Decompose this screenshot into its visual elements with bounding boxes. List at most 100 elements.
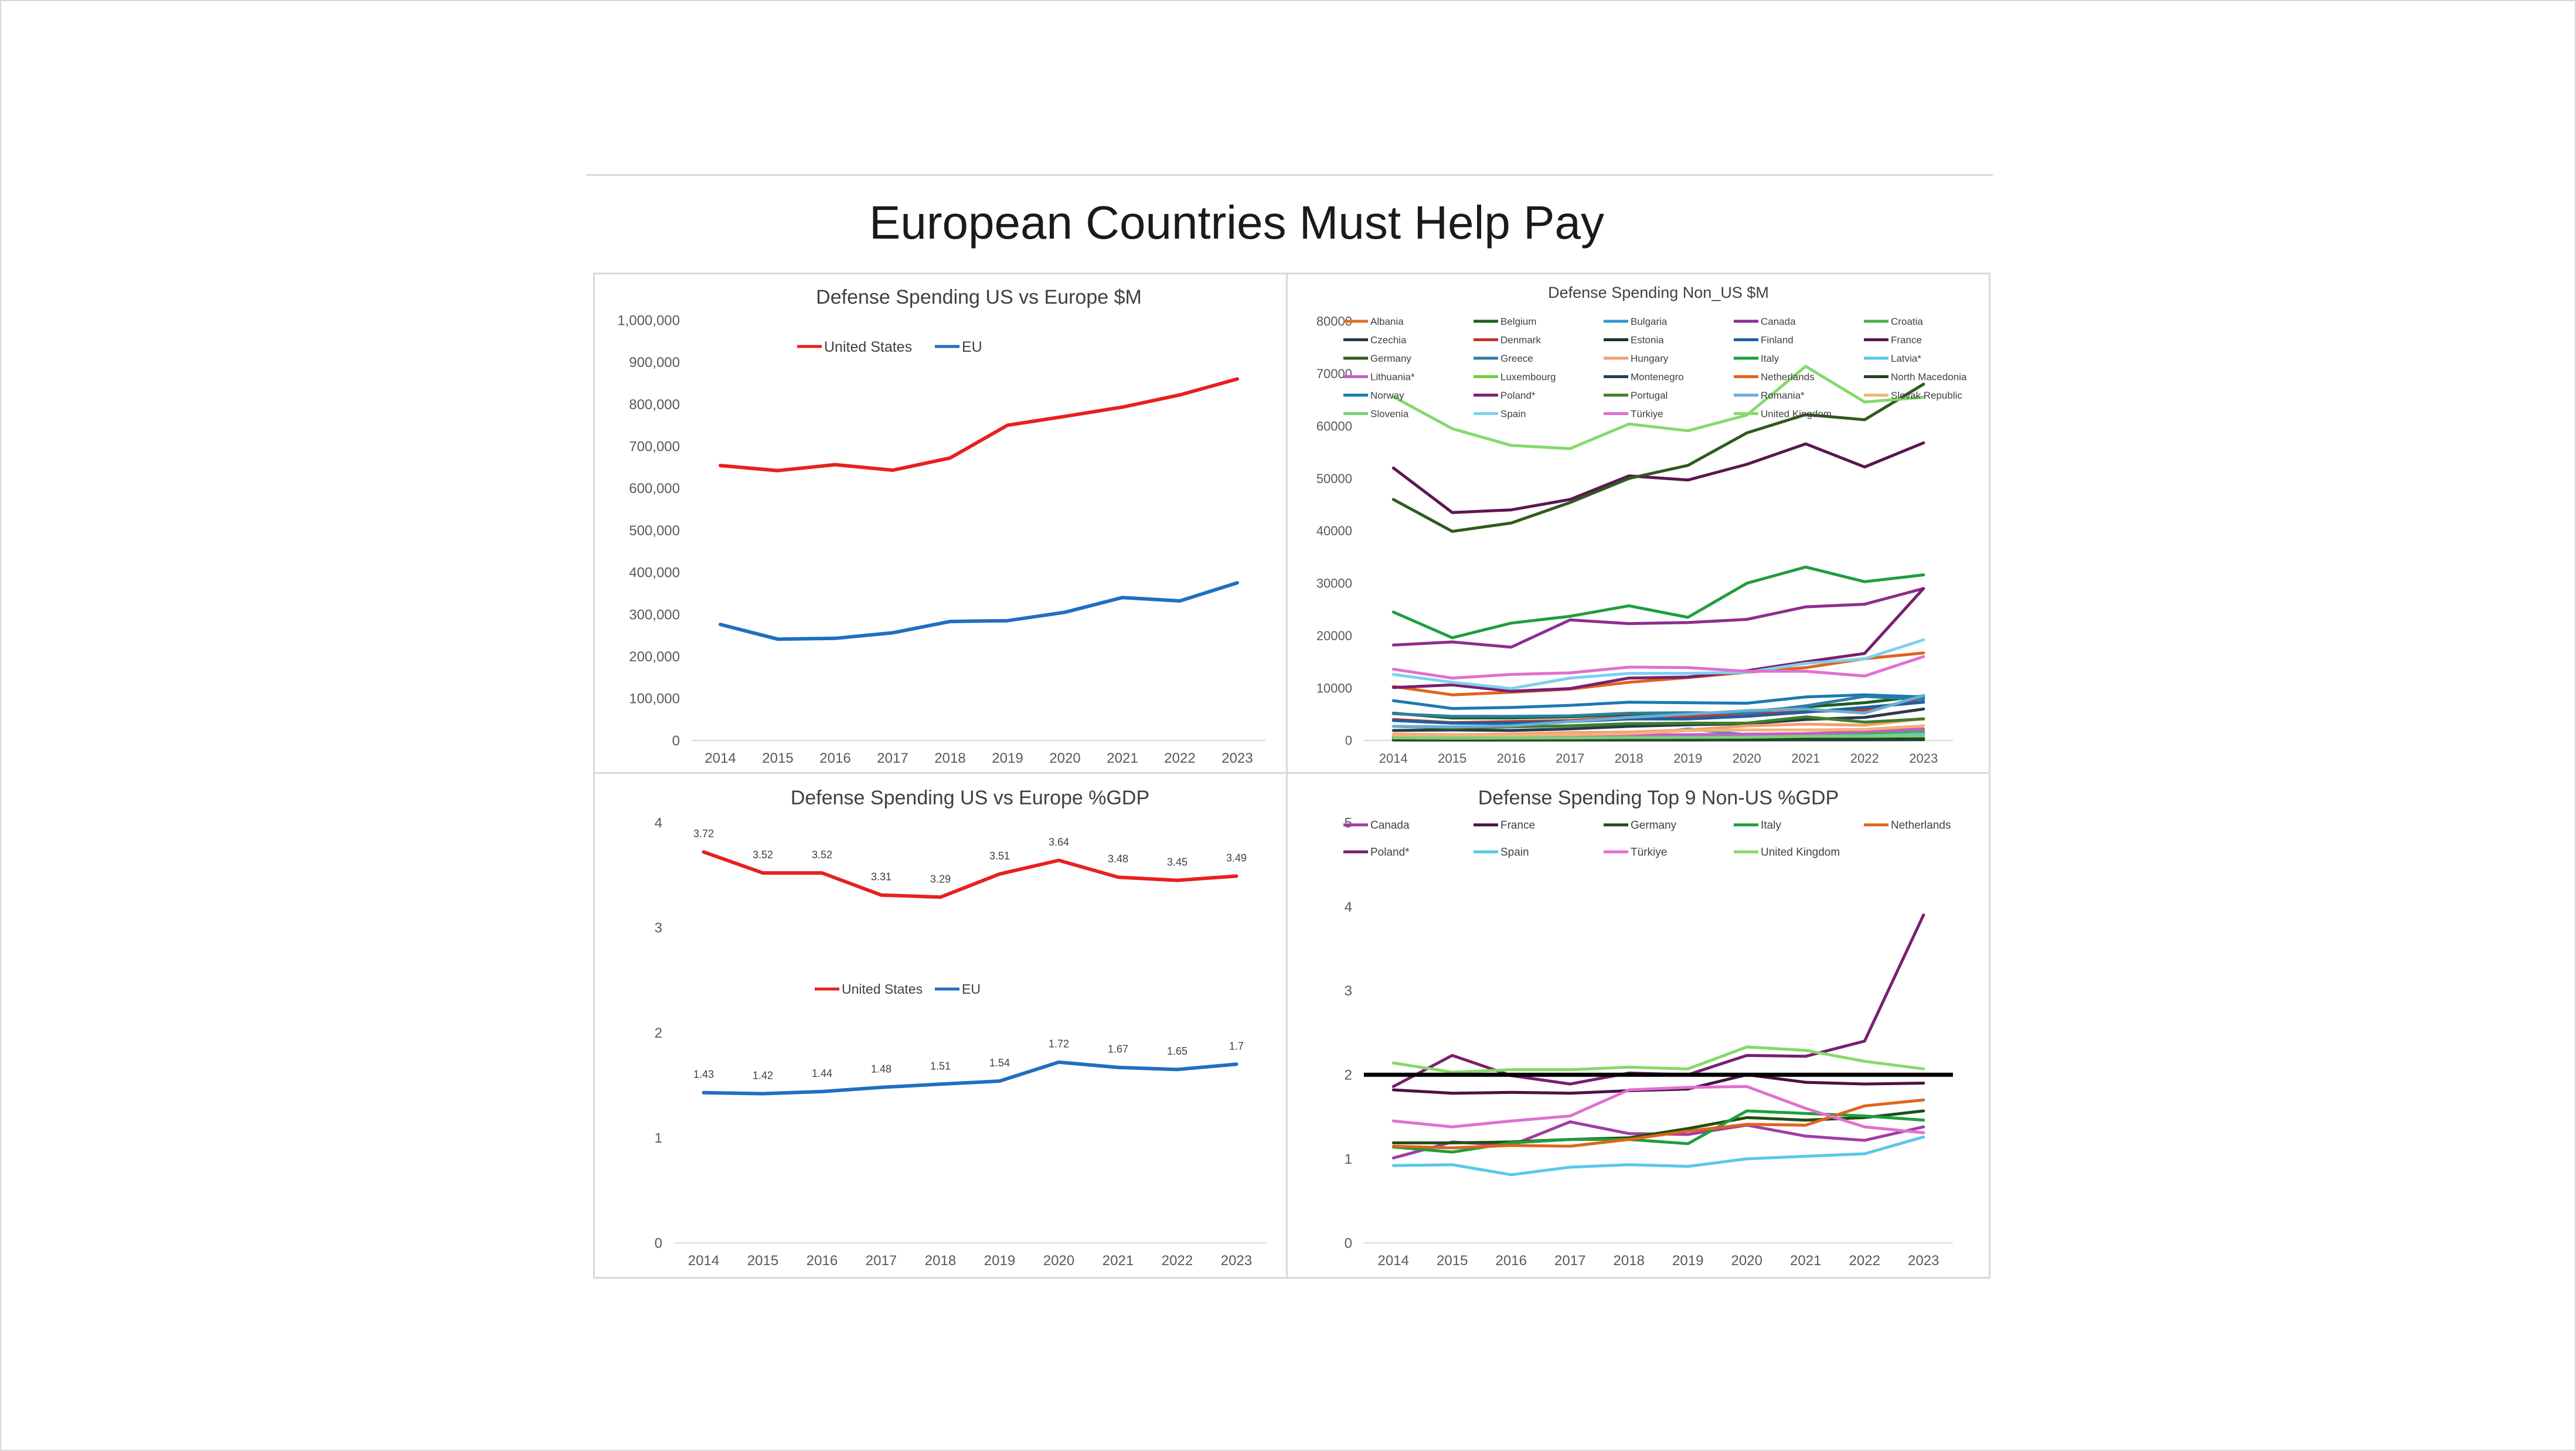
x-tick-label: 2022 [1162,1253,1193,1269]
legend-label-spain: Spain [1500,847,1529,859]
y-tick-label: 0 [655,1235,662,1251]
series-line-france [1391,1073,1925,1095]
series-line-romania [1391,694,1925,729]
top-divider [586,174,1993,176]
x-tick-label: 2017 [877,750,908,766]
y-tick-label: 300,000 [629,607,680,623]
x-tick-label: 2021 [1107,750,1138,766]
legend-label-canada: Canada [1761,316,1796,327]
y-tick-label: 400,000 [629,565,680,581]
data-label: 1.67 [1108,1044,1128,1055]
legend-label-slovak-republic: Slovak Republic [1891,390,1962,401]
legend-label-latvia: Latvia* [1891,353,1921,364]
series-line-slovak-republic [1391,724,1925,737]
x-tick-label: 2023 [1908,1253,1939,1269]
y-tick-label: 800,000 [629,397,680,413]
legend-label-croatia: Croatia [1891,316,1923,327]
x-tick-label: 2017 [866,1253,897,1269]
series-line-poland [1391,587,1925,693]
x-tick-label: 2018 [1614,1253,1645,1269]
data-label: 1.51 [930,1060,951,1072]
legend-label-slovenia: Slovenia [1370,408,1409,419]
chart-us-eu-usd: Defense Spending US vs Europe $M 0 100,000… [617,286,1266,766]
legend-label-czechia: Czechia [1370,334,1407,345]
chart-title: Defense Spending US vs Europe %GDP [791,787,1149,809]
x-tick-label: 2020 [1049,750,1080,766]
x-tick-label: 2016 [819,750,850,766]
x-tick-label: 2021 [1790,1253,1821,1269]
x-tick-label: 2022 [1164,750,1195,766]
x-tick-label: 2015 [1438,751,1466,766]
legend-label-poland: Poland* [1370,847,1410,859]
y-tick-label: 600,000 [629,481,680,497]
legend-label-spain: Spain [1500,408,1526,419]
x-tick-label: 2022 [1850,751,1879,766]
x-tick-label: 2019 [984,1253,1015,1269]
legend-label-united-kingdom: United Kingdom [1761,408,1832,419]
x-tick-label: 2018 [925,1253,956,1269]
data-label: 3.48 [1108,853,1128,865]
legend-label-germany: Germany [1370,353,1411,364]
data-label: 1.48 [871,1063,891,1075]
chart-panel-us-eu-gdp: Defense Spending US vs Europe %GDP 0 1 2 3 4 2… [593,772,1289,1279]
x-tick-label: 2021 [1102,1253,1134,1269]
y-tick-label: 30000 [1316,576,1352,591]
chart-title: Defense Spending Top 9 Non-US %GDP [1478,787,1839,809]
slide-title: European Countries Must Help Pay [869,196,1604,249]
data-label: 3.52 [812,849,832,861]
y-tick-label: 700,000 [629,439,680,455]
chart-us-eu-gdp: Defense Spending US vs Europe %GDP 0 1 2 3 4 2… [655,787,1266,1269]
series-line-north-macedonia [1391,737,1925,742]
legend-label-belgium: Belgium [1500,316,1536,327]
x-tick-label: 2015 [762,750,793,766]
y-tick-label: 0 [1345,733,1352,748]
legend-label-norway: Norway [1370,390,1404,401]
x-tick-label: 2016 [1497,751,1526,766]
data-label: 1.54 [989,1057,1010,1069]
series-line-spain [1391,638,1925,690]
series-line-netherlands [1391,651,1925,696]
data-label: 1.43 [693,1069,714,1080]
y-tick-label: 1 [1345,1151,1352,1167]
legend-label-albania: Albania [1370,316,1404,327]
x-tick-label: 2020 [1043,1253,1074,1269]
chart-panel-us-eu-usd: Defense Spending US vs Europe $M 0 100,000… [593,273,1289,776]
y-tick-label: 200,000 [629,649,680,665]
data-label: 3.52 [753,849,773,861]
legend-label-hungary: Hungary [1631,353,1669,364]
legend-label-france: France [1500,820,1535,832]
x-tick-label: 2018 [1615,751,1643,766]
legend-label-united-states: United States [824,339,912,355]
y-tick-label: 50000 [1316,471,1352,486]
chart-panel-top9-gdp: Defense Spending Top 9 Non-US %GDP 0 1 2 3 4 5… [1286,772,1990,1279]
legend-label-lithuania: Lithuania* [1370,371,1415,382]
y-tick-label: 3 [655,920,662,936]
x-tick-label: 2023 [1909,751,1938,766]
y-tick-label: 10000 [1316,681,1352,695]
chart-panel-non-us-usd: Defense Spending Non_US $M 0 10000 20000 300… [1286,273,1990,776]
legend-label-finland: Finland [1761,334,1794,345]
series-line-france [1391,441,1925,514]
data-label: 1.44 [812,1068,832,1079]
legend-label-germany: Germany [1631,820,1677,832]
y-tick-label: 40000 [1316,524,1352,538]
data-label: 1.65 [1167,1045,1187,1057]
x-tick-label: 2014 [705,750,736,766]
legend-label-t-rkiye: Türkiye [1631,847,1667,859]
y-tick-label: 900,000 [629,355,680,371]
legend-label-italy: Italy [1761,353,1779,364]
x-tick-label: 2020 [1731,1253,1762,1269]
legend-label-france: France [1891,334,1922,345]
legend-label-portugal: Portugal [1631,390,1668,401]
legend-label-eu: EU [962,339,982,355]
legend-label-italy: Italy [1761,820,1781,832]
y-tick-label: 100,000 [629,691,680,707]
series-line-germany [1391,382,1925,533]
data-label: 3.72 [693,828,714,840]
chart-non-us-usd: Defense Spending Non_US $M 0 10000 20000 300… [1316,284,1967,766]
x-tick-label: 2020 [1733,751,1761,766]
series-line-greece [1391,695,1925,718]
x-tick-label: 2022 [1849,1253,1880,1269]
x-tick-label: 2018 [934,750,965,766]
